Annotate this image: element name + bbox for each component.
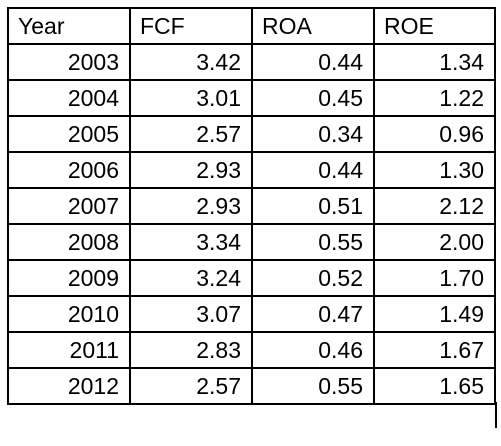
financial-ratios-sheet: Year FCF ROA ROE 2003 3.42 0.44 1.34 200… — [7, 7, 496, 440]
table-row: 2003 3.42 0.44 1.34 — [7, 43, 496, 81]
cell-year[interactable]: 2007 — [7, 187, 131, 225]
cell-roe[interactable]: 2.12 — [373, 187, 496, 225]
table-body: 2003 3.42 0.44 1.34 2004 3.01 0.45 1.22 … — [7, 43, 496, 405]
cell-year[interactable]: 2012 — [7, 367, 131, 405]
cell-roe[interactable]: 2.00 — [373, 223, 496, 261]
table-row: 2005 2.57 0.34 0.96 — [7, 115, 496, 153]
cell-year[interactable]: 2006 — [7, 151, 131, 189]
table-row: 2009 3.24 0.52 1.70 — [7, 259, 496, 297]
table-row: 2004 3.01 0.45 1.22 — [7, 79, 496, 117]
cell-fcf[interactable]: 3.42 — [129, 43, 253, 81]
cell-year[interactable]: 2010 — [7, 295, 131, 333]
table-row: 2012 2.57 0.55 1.65 — [7, 367, 496, 405]
cell-fcf[interactable]: 3.01 — [129, 79, 253, 117]
table-row: 2010 3.07 0.47 1.49 — [7, 295, 496, 333]
cell-year[interactable]: 2003 — [7, 43, 131, 81]
header-row: Year FCF ROA ROE — [7, 7, 496, 45]
cell-year[interactable]: 2011 — [7, 331, 131, 369]
cell-year[interactable]: 2009 — [7, 259, 131, 297]
cell-fcf[interactable]: 3.07 — [129, 295, 253, 333]
table-row: 2008 3.34 0.55 2.00 — [7, 223, 496, 261]
cell-fcf[interactable]: 3.24 — [129, 259, 253, 297]
cell-fcf[interactable]: 2.57 — [129, 367, 253, 405]
cell-roa[interactable]: 0.45 — [251, 79, 375, 117]
cell-roa[interactable]: 0.44 — [251, 151, 375, 189]
header-roe[interactable]: ROE — [373, 7, 496, 45]
header-fcf[interactable]: FCF — [129, 7, 253, 45]
cell-roe[interactable]: 1.65 — [373, 367, 496, 405]
cell-fcf[interactable]: 2.93 — [129, 151, 253, 189]
header-roa[interactable]: ROA — [251, 7, 375, 45]
cell-fcf[interactable]: 3.34 — [129, 223, 253, 261]
cell-roa[interactable]: 0.52 — [251, 259, 375, 297]
cell-roa[interactable]: 0.44 — [251, 43, 375, 81]
cell-roa[interactable]: 0.51 — [251, 187, 375, 225]
cell-roa[interactable]: 0.55 — [251, 367, 375, 405]
cell-roe[interactable]: 1.22 — [373, 79, 496, 117]
cell-roe[interactable]: 0.96 — [373, 115, 496, 153]
cell-year[interactable]: 2005 — [7, 115, 131, 153]
header-year[interactable]: Year — [7, 7, 131, 45]
cell-roa[interactable]: 0.47 — [251, 295, 375, 333]
cell-fcf[interactable]: 2.93 — [129, 187, 253, 225]
cell-roa[interactable]: 0.46 — [251, 331, 375, 369]
cell-roe[interactable]: 1.49 — [373, 295, 496, 333]
cell-roe[interactable]: 1.67 — [373, 331, 496, 369]
cell-roe[interactable]: 1.34 — [373, 43, 496, 81]
table-row: 2011 2.83 0.46 1.67 — [7, 331, 496, 369]
cell-year[interactable]: 2008 — [7, 223, 131, 261]
table-row: 2007 2.93 0.51 2.12 — [7, 187, 496, 225]
cell-fcf[interactable]: 2.57 — [129, 115, 253, 153]
cell-fcf[interactable]: 2.83 — [129, 331, 253, 369]
text-cursor — [495, 402, 497, 428]
financial-ratios-table: Year FCF ROA ROE 2003 3.42 0.44 1.34 200… — [7, 7, 496, 405]
cell-roe[interactable]: 1.70 — [373, 259, 496, 297]
cell-roa[interactable]: 0.34 — [251, 115, 375, 153]
cell-year[interactable]: 2004 — [7, 79, 131, 117]
cell-roe[interactable]: 1.30 — [373, 151, 496, 189]
table-row: 2006 2.93 0.44 1.30 — [7, 151, 496, 189]
cell-roa[interactable]: 0.55 — [251, 223, 375, 261]
